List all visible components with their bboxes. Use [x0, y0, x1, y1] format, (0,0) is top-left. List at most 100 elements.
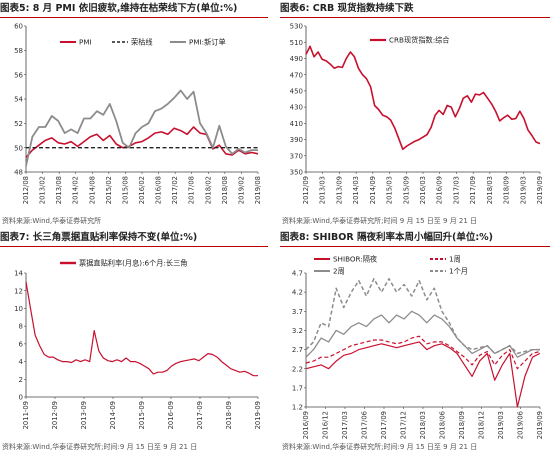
y-tick-label: 3.2 [292, 327, 303, 335]
y-tick-label: 370 [290, 152, 303, 160]
series-line-4 [305, 277, 540, 355]
y-tick-label: 2.7 [292, 346, 303, 354]
y-tick-label: 450 [290, 87, 303, 95]
title-underline [280, 245, 550, 247]
y-tick-label: 510 [290, 39, 303, 47]
y-tick-label: 490 [290, 55, 303, 63]
y-tick-label: 470 [290, 71, 303, 79]
legend-label: 2周 [333, 267, 345, 276]
x-tick-label: 2017/06 [361, 411, 369, 439]
legend-label: 1周 [449, 255, 461, 264]
y-tick-label: 2.2 [292, 365, 303, 373]
y-tick-label: 4.2 [292, 289, 303, 297]
x-tick-label: 2017-09 [196, 401, 204, 429]
x-tick-label: 2011-09 [22, 401, 30, 429]
source-note: 资料来源:Wind,华泰证券研究所;时间:9 月 15 日至 9 月 21 日 [282, 443, 478, 451]
x-tick-label: 2017/03 [341, 411, 349, 439]
y-tick-label: 1.7 [292, 384, 303, 392]
title-underline [0, 16, 268, 18]
source-note: 资料来源:Wind,华泰证券研究所 [2, 217, 102, 225]
x-tick-label: 2018/02 [204, 176, 212, 204]
y-tick-label: 3.7 [292, 308, 303, 316]
x-tick-label: 2014/08 [88, 176, 96, 204]
series-line-1 [25, 281, 258, 377]
chart-title-text: 图表8: SHIBOR 隔夜利率本周小幅回升(单位:%) [280, 232, 493, 243]
x-tick-label: 2016/03 [419, 176, 427, 204]
y-tick-label: 52 [14, 120, 23, 128]
y-tick-label: 12 [14, 287, 23, 295]
chart-title: 图表6: CRB 现货指数持续下跌 [280, 0, 550, 18]
legend-label: PMI [79, 38, 92, 47]
y-tick-label: 58 [14, 47, 23, 55]
chart-title-text: 图表5: 8 月 PMI 依旧疲软,维持在枯荣线下方(单位:%) [0, 3, 238, 14]
x-tick-label: 2016/02 [138, 176, 146, 204]
x-tick-label: 2016-09 [167, 401, 175, 429]
x-tick-label: 2018-09 [225, 401, 233, 429]
series-line-1 [305, 45, 541, 151]
y-tick-label: 8 [19, 323, 23, 331]
x-tick-label: 2018/12 [478, 411, 486, 439]
x-tick-label: 2019/09 [536, 176, 544, 204]
x-tick-label: 2017/02 [171, 176, 179, 204]
legend-label: 票据直贴利率(月息):6个月:长三角 [79, 259, 187, 268]
chart-panel-pmi: 图表5: 8 月 PMI 依旧疲软,维持在枯荣线下方(单位:%) 48 50 52 5… [0, 0, 268, 228]
x-tick-label: 2012-09 [51, 401, 59, 429]
series-line-1 [25, 126, 259, 158]
x-tick-label: 2012/08 [22, 176, 30, 204]
y-tick-label: 50 [14, 144, 23, 152]
y-tick-label: 6 [19, 340, 24, 348]
x-tick-label: 2018/09 [458, 411, 466, 439]
y-tick-label: 4 [19, 358, 24, 366]
source-note: 资料来源:Wind,华泰证券研究所;时间:9 月 15 日至 9 月 21 日 [2, 443, 198, 451]
shibor-line-chart: 1.2 1.7 2.2 2.7 3.2 3.7 4.2 4.7 2016/09 2016/12 20… [292, 255, 544, 440]
x-tick-label: 2018/08 [221, 176, 229, 204]
x-tick-label: 2019/08 [254, 176, 262, 204]
y-tick-label: 48 [14, 169, 23, 177]
y-tick-label: 430 [290, 104, 303, 112]
x-tick-label: 2019/02 [237, 176, 245, 204]
x-tick-label: 2016/09 [302, 411, 310, 439]
chart-panel-shibor: 图表8: SHIBOR 隔夜利率本周小幅回升(单位:%) 1.2 1.7 2.2 2.… [280, 229, 550, 457]
x-tick-label: 2013-09 [80, 401, 88, 429]
x-tick-label: 2014/03 [352, 176, 360, 204]
y-tick-label: 1.2 [292, 404, 303, 412]
x-tick-label: 2013/03 [319, 176, 327, 204]
x-tick-label: 2016/12 [322, 411, 330, 439]
x-tick-label: 2014-09 [109, 401, 117, 429]
x-tick-label: 2015/08 [121, 176, 129, 204]
x-tick-label: 2018/03 [419, 411, 427, 439]
x-tick-label: 2017/12 [400, 411, 408, 439]
series-line-2 [305, 335, 541, 370]
chart-title-text: 图表7: 长三角票据直贴利率保持不变(单位:%) [0, 232, 198, 243]
x-tick-label: 2013/09 [335, 176, 343, 204]
chart-title: 图表8: SHIBOR 隔夜利率本周小幅回升(单位:%) [280, 229, 550, 247]
y-tick-label: 60 [14, 23, 23, 31]
chart-panel-crb: 图表6: CRB 现货指数持续下跌 350 370 390 410 430 450 470 4… [280, 0, 550, 228]
x-tick-label: 2012/09 [302, 176, 310, 204]
x-tick-label: 2017/09 [469, 176, 477, 204]
y-tick-label: 14 [14, 270, 23, 278]
series-line-3 [25, 89, 258, 167]
x-tick-label: 2019/06 [517, 411, 525, 439]
x-tick-label: 2013/02 [39, 176, 47, 204]
y-tick-label: 390 [290, 136, 303, 144]
chart-title-text: 图表6: CRB 现货指数持续下跌 [280, 3, 414, 14]
x-tick-label: 2017/09 [380, 411, 388, 439]
x-tick-label: 2019-09 [254, 401, 262, 429]
legend-label: 1个月 [449, 267, 468, 276]
y-tick-label: 4.7 [292, 270, 303, 278]
bill-rate-line-chart: 0 2 4 6 8 10 12 14 2011-09 2012-09 2013-09 2014-09 2… [14, 259, 262, 430]
x-tick-label: 2015/09 [402, 176, 410, 204]
x-tick-label: 2017/08 [188, 176, 196, 204]
chart-title: 图表7: 长三角票据直贴利率保持不变(单位:%) [0, 229, 268, 247]
x-tick-label: 2015/02 [105, 176, 113, 204]
x-tick-label: 2019/03 [497, 411, 505, 439]
x-tick-label: 2017/03 [452, 176, 460, 204]
y-tick-label: 54 [14, 96, 23, 104]
x-tick-label: 2015/03 [386, 176, 394, 204]
x-tick-label: 2016/09 [436, 176, 444, 204]
source-note: 资料来源:Wind,华泰证券研究所;时间 9 月 15 日至 9 月 21 日 [282, 217, 478, 225]
x-tick-label: 2013/08 [55, 176, 63, 204]
series-line-1 [305, 341, 541, 408]
x-tick-label: 2015-09 [138, 401, 146, 429]
